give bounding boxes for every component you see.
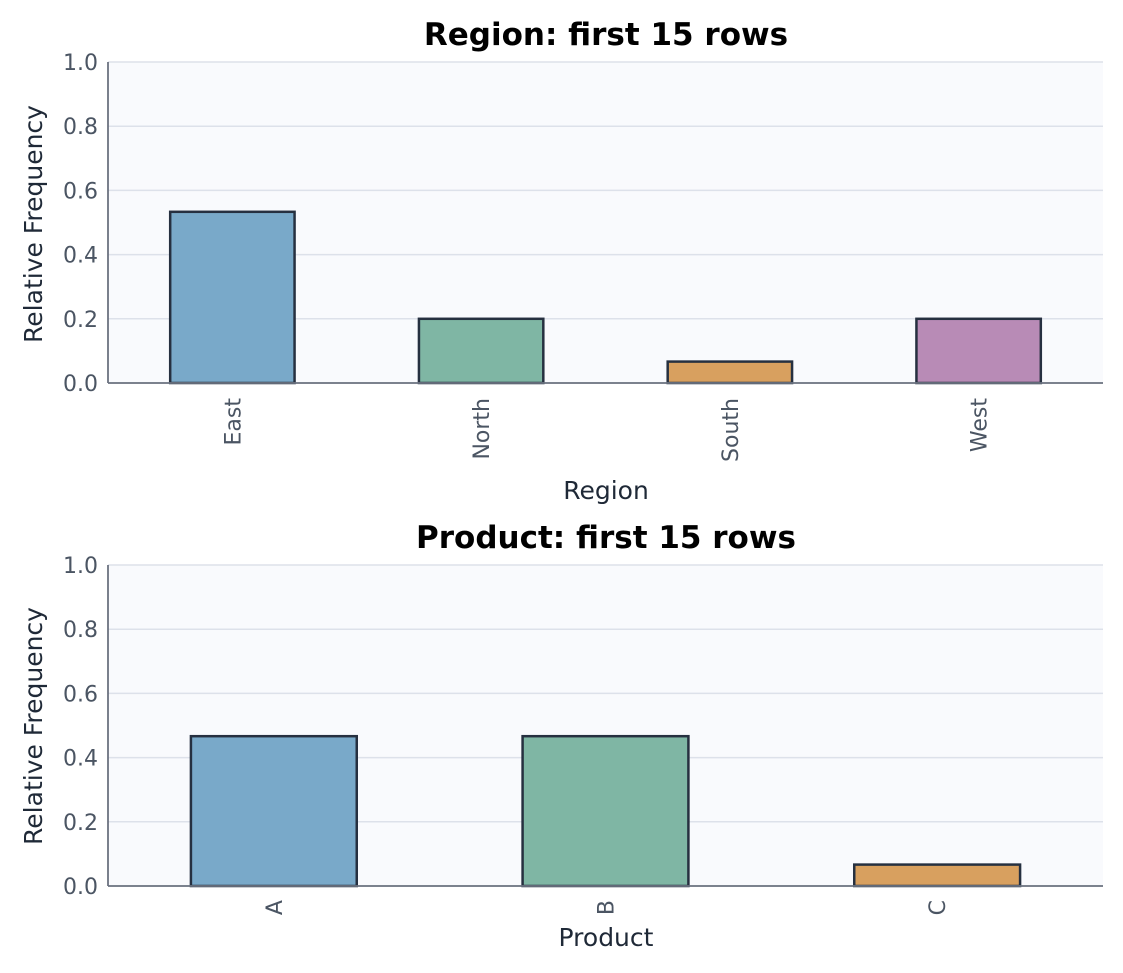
region-chart-title: Region: first 15 rows <box>424 17 788 53</box>
region-chart-bar-north <box>417 317 545 385</box>
product-chart: Product: first 15 rows Relative Frequenc… <box>19 520 1103 952</box>
product-chart-xtick-label: B <box>595 900 620 915</box>
product-chart-ytick-label: 0.8 <box>63 618 98 643</box>
product-chart-bar-c <box>853 863 1022 888</box>
region-chart-xtick-label: West <box>968 398 993 452</box>
product-chart-ytick-label: 1.0 <box>63 554 98 579</box>
product-chart-ytick-label: 0.2 <box>63 811 98 836</box>
region-chart-ytick-label: 0.0 <box>63 372 98 397</box>
product-chart-ylabel: Relative Frequency <box>19 607 48 845</box>
product-chart-ytick-label: 0.4 <box>63 747 98 772</box>
product-chart-xtick-label: A <box>263 900 288 915</box>
product-chart-ytick-label: 0.0 <box>63 875 98 900</box>
product-chart-xtick-label: C <box>926 900 951 915</box>
region-chart-xlabel: Region <box>563 476 649 505</box>
region-chart-xtick-label: South <box>719 398 744 462</box>
region-chart-ytick-label: 0.8 <box>63 115 98 140</box>
region-chart-bar-west <box>915 317 1043 385</box>
region-chart-ytick-label: 1.0 <box>63 51 98 76</box>
region-chart-xtick-label: East <box>221 398 246 446</box>
region-chart: Region: first 15 rows Relative Frequency… <box>19 17 1103 505</box>
region-chart-ytick-label: 0.2 <box>63 308 98 333</box>
product-chart-bar-a <box>189 734 358 888</box>
region-chart-xtick-label: North <box>470 398 495 460</box>
region-chart-ytick-label: 0.4 <box>63 244 98 269</box>
product-chart-bar-b <box>521 734 690 888</box>
region-chart-bar-south <box>666 360 794 385</box>
product-chart-title: Product: first 15 rows <box>416 520 796 556</box>
region-chart-bar-east <box>168 210 296 385</box>
region-chart-ytick-label: 0.6 <box>63 179 98 204</box>
region-chart-ylabel: Relative Frequency <box>19 105 48 343</box>
product-chart-ytick-label: 0.6 <box>63 682 98 707</box>
product-chart-xlabel: Product <box>559 923 654 952</box>
